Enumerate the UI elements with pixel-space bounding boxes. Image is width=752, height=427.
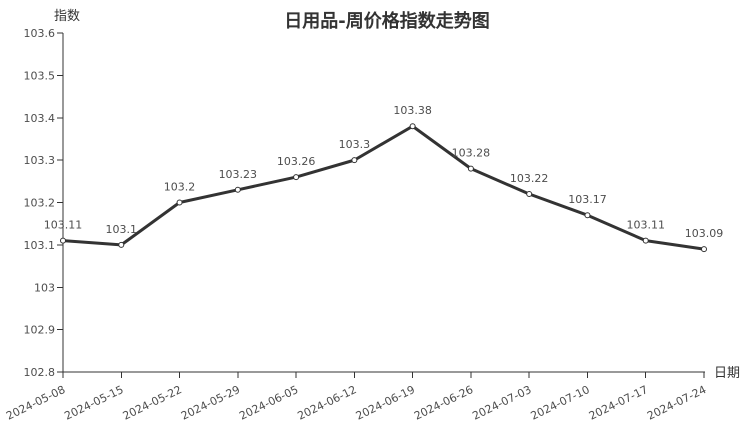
- point-label: 103.28: [452, 147, 491, 160]
- x-tick-label: 2024-07-17: [587, 383, 650, 423]
- series-line: [60, 123, 707, 253]
- data-point[interactable]: [293, 174, 300, 181]
- point-label: 103.11: [626, 219, 665, 232]
- x-tick-label: 2024-06-12: [296, 383, 359, 423]
- x-tick-label: 2024-05-22: [121, 383, 184, 423]
- data-point[interactable]: [584, 212, 591, 219]
- x-axis: 2024-05-082024-05-152024-05-222024-05-29…: [4, 371, 708, 423]
- x-tick-label: 2024-05-29: [179, 383, 242, 423]
- x-tick-label: 2024-07-24: [645, 383, 708, 423]
- data-point[interactable]: [60, 237, 66, 244]
- data-point[interactable]: [642, 237, 649, 244]
- y-tick-label: 103: [34, 281, 55, 294]
- y-tick-label: 103.3: [24, 154, 56, 167]
- x-tick-label: 2024-06-05: [237, 383, 300, 423]
- x-tick-label: 2024-06-26: [412, 383, 475, 423]
- point-label: 103.1: [106, 223, 138, 236]
- data-point[interactable]: [701, 246, 707, 253]
- data-point[interactable]: [526, 191, 533, 198]
- x-tick-label: 2024-07-10: [529, 383, 592, 423]
- data-point[interactable]: [118, 241, 125, 248]
- point-label: 103.23: [219, 168, 258, 181]
- point-label: 103.26: [277, 155, 316, 168]
- point-label: 103.09: [685, 227, 724, 240]
- data-point[interactable]: [351, 157, 358, 164]
- point-label: 103.2: [164, 181, 196, 194]
- chart-title: 日用品-周价格指数走势图: [284, 10, 489, 32]
- point-label: 103.17: [568, 193, 607, 206]
- y-tick-label: 103.4: [24, 112, 56, 125]
- point-label: 103.22: [510, 172, 549, 185]
- y-tick-label: 103.2: [24, 197, 56, 210]
- point-labels: 103.11 103.1 103.2 103.23 103.26 103.3 103.38 1…: [44, 104, 724, 240]
- data-point[interactable]: [234, 186, 241, 193]
- y-axis-name: 指数: [54, 9, 80, 24]
- point-label: 103.11: [44, 219, 83, 232]
- point-label: 103.38: [393, 104, 432, 117]
- data-point[interactable]: [467, 165, 474, 172]
- y-axis: 102.8 102.9 103 103.1 103.2 103.3 103.4 103.5 10…: [24, 27, 64, 379]
- data-point[interactable]: [409, 123, 416, 130]
- data-point[interactable]: [176, 199, 183, 206]
- y-tick-label: 102.9: [24, 324, 56, 337]
- y-tick-label: 103.1: [24, 239, 56, 252]
- x-axis-name: 日期: [714, 366, 740, 381]
- y-tick-label: 103.6: [24, 27, 56, 40]
- x-tick-label: 2024-07-03: [470, 383, 533, 423]
- series-polyline: [61, 124, 706, 251]
- x-tick-label: 2024-06-19: [354, 383, 417, 423]
- point-label: 103.3: [339, 138, 371, 151]
- x-tick-label: 2024-05-15: [62, 383, 125, 423]
- y-tick-label: 103.5: [24, 69, 56, 82]
- y-tick-label: 102.8: [24, 366, 56, 379]
- x-tick-label: 2024-05-08: [4, 383, 67, 423]
